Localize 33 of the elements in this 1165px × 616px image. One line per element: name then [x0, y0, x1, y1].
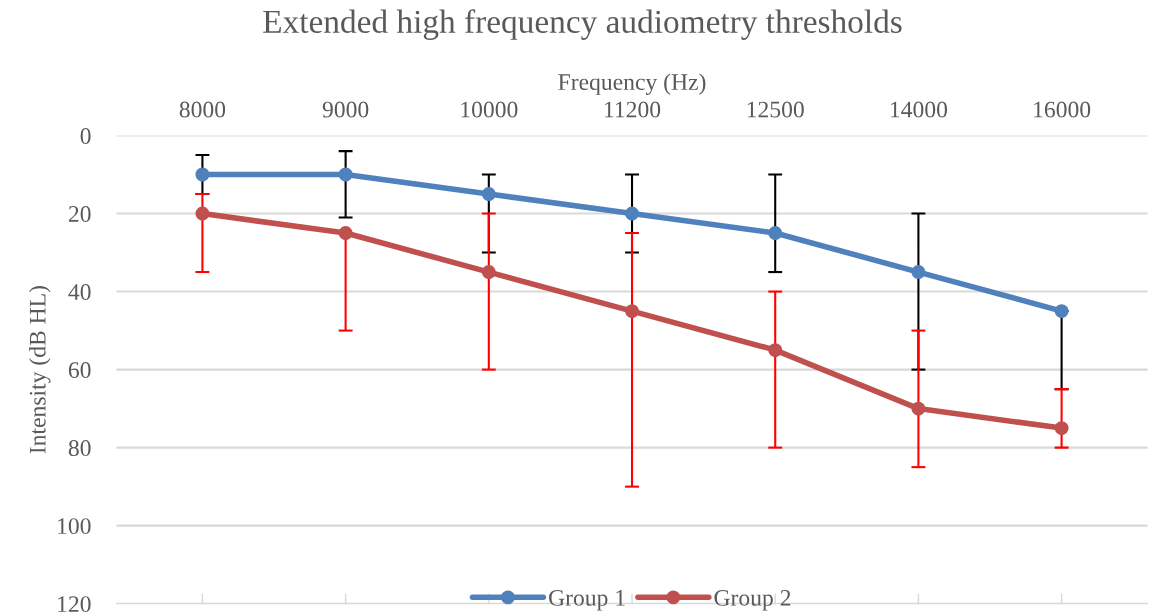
point	[1054, 304, 1069, 319]
point	[481, 187, 496, 201]
x-tick-label: 11200	[605, 101, 661, 118]
x-axis-title: Frequency (Hz)	[558, 73, 706, 95]
x-tick-label: 12500	[747, 101, 804, 118]
y-tick-label: 120	[58, 596, 91, 613]
x-tick-label: 16000	[1034, 101, 1091, 118]
y-axis-title: Intensity (dB HL)	[29, 286, 51, 454]
x-tick-label: 10000	[461, 101, 518, 118]
point	[625, 206, 639, 221]
y-tick-label: 20	[68, 206, 91, 222]
y-tick-label: 40	[68, 284, 91, 300]
x-tick-label: 9000	[322, 101, 369, 118]
y-tick-label: 60	[68, 362, 91, 379]
point	[195, 206, 210, 221]
point	[338, 226, 353, 240]
y-tick-label: 80	[68, 440, 91, 457]
point	[911, 265, 926, 280]
point	[481, 265, 496, 280]
point	[768, 226, 783, 240]
point	[338, 167, 353, 182]
point	[195, 167, 210, 182]
point	[625, 304, 639, 319]
point	[911, 401, 926, 416]
legend-label: Group 2	[714, 589, 791, 611]
y-tick-label: 100	[58, 518, 91, 535]
point	[768, 343, 783, 358]
chart-title: Extended high frequency audiometry thresholds	[263, 9, 902, 40]
point	[1054, 421, 1069, 436]
x-tick-label: 14000	[890, 101, 948, 118]
legend-label: Group 1	[549, 589, 625, 611]
y-tick-label: 0	[80, 128, 91, 144]
x-tick-label: 8000	[179, 101, 226, 118]
